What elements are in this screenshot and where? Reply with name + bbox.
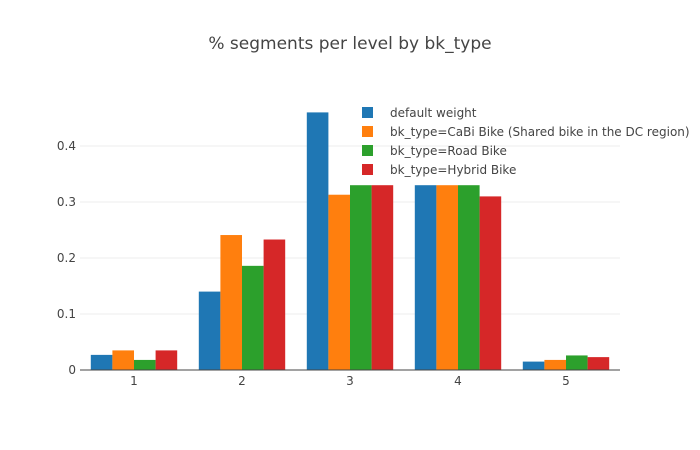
legend-swatch [362,126,373,137]
bar[interactable] [350,185,372,370]
bar[interactable] [220,235,242,370]
bar[interactable] [112,350,134,370]
bar[interactable] [479,196,502,370]
y-tick-label: 0.1 [57,307,76,321]
bar[interactable] [242,265,264,370]
legend[interactable]: default weight bk_type=CaBi Bike (Shared … [362,106,690,177]
x-tick-label: 4 [454,374,462,388]
bar[interactable] [90,354,113,370]
legend-swatch [362,107,373,118]
bar[interactable] [522,361,545,370]
legend-item[interactable]: bk_type=Road Bike [362,144,507,158]
legend-item[interactable]: bk_type=Hybrid Bike [362,163,516,177]
bar[interactable] [198,291,221,370]
legend-label: default weight [390,106,477,120]
bar[interactable] [544,359,566,370]
legend-swatch [362,145,373,156]
bars [90,112,610,371]
bar[interactable] [436,185,458,370]
bar[interactable] [587,357,610,370]
legend-label: bk_type=Road Bike [390,144,507,158]
bar[interactable] [155,350,178,370]
bar[interactable] [306,112,329,371]
legend-swatch [362,164,373,175]
y-tick-label: 0.3 [57,195,76,209]
y-tick-label: 0.2 [57,251,76,265]
x-tick-label: 2 [238,374,246,388]
y-tick-label: 0.4 [57,139,76,153]
legend-label: bk_type=CaBi Bike (Shared bike in the DC… [390,125,690,139]
y-tick-label: 0 [68,363,76,377]
chart-title: % segments per level by bk_type [208,34,492,54]
bar[interactable] [371,185,394,370]
bar[interactable] [328,194,350,370]
legend-item[interactable]: default weight [362,106,477,120]
axes: 0 0.1 0.2 0.3 0.4 1 2 3 4 5 [57,139,620,388]
x-tick-label: 5 [562,374,570,388]
bar[interactable] [458,185,480,370]
legend-label: bk_type=Hybrid Bike [390,163,516,177]
bar[interactable] [566,355,588,370]
bar[interactable] [414,185,437,370]
legend-item[interactable]: bk_type=CaBi Bike (Shared bike in the DC… [362,125,690,139]
x-tick-label: 1 [130,374,138,388]
x-tick-label: 3 [346,374,354,388]
bar[interactable] [263,239,286,370]
bar[interactable] [134,359,156,370]
